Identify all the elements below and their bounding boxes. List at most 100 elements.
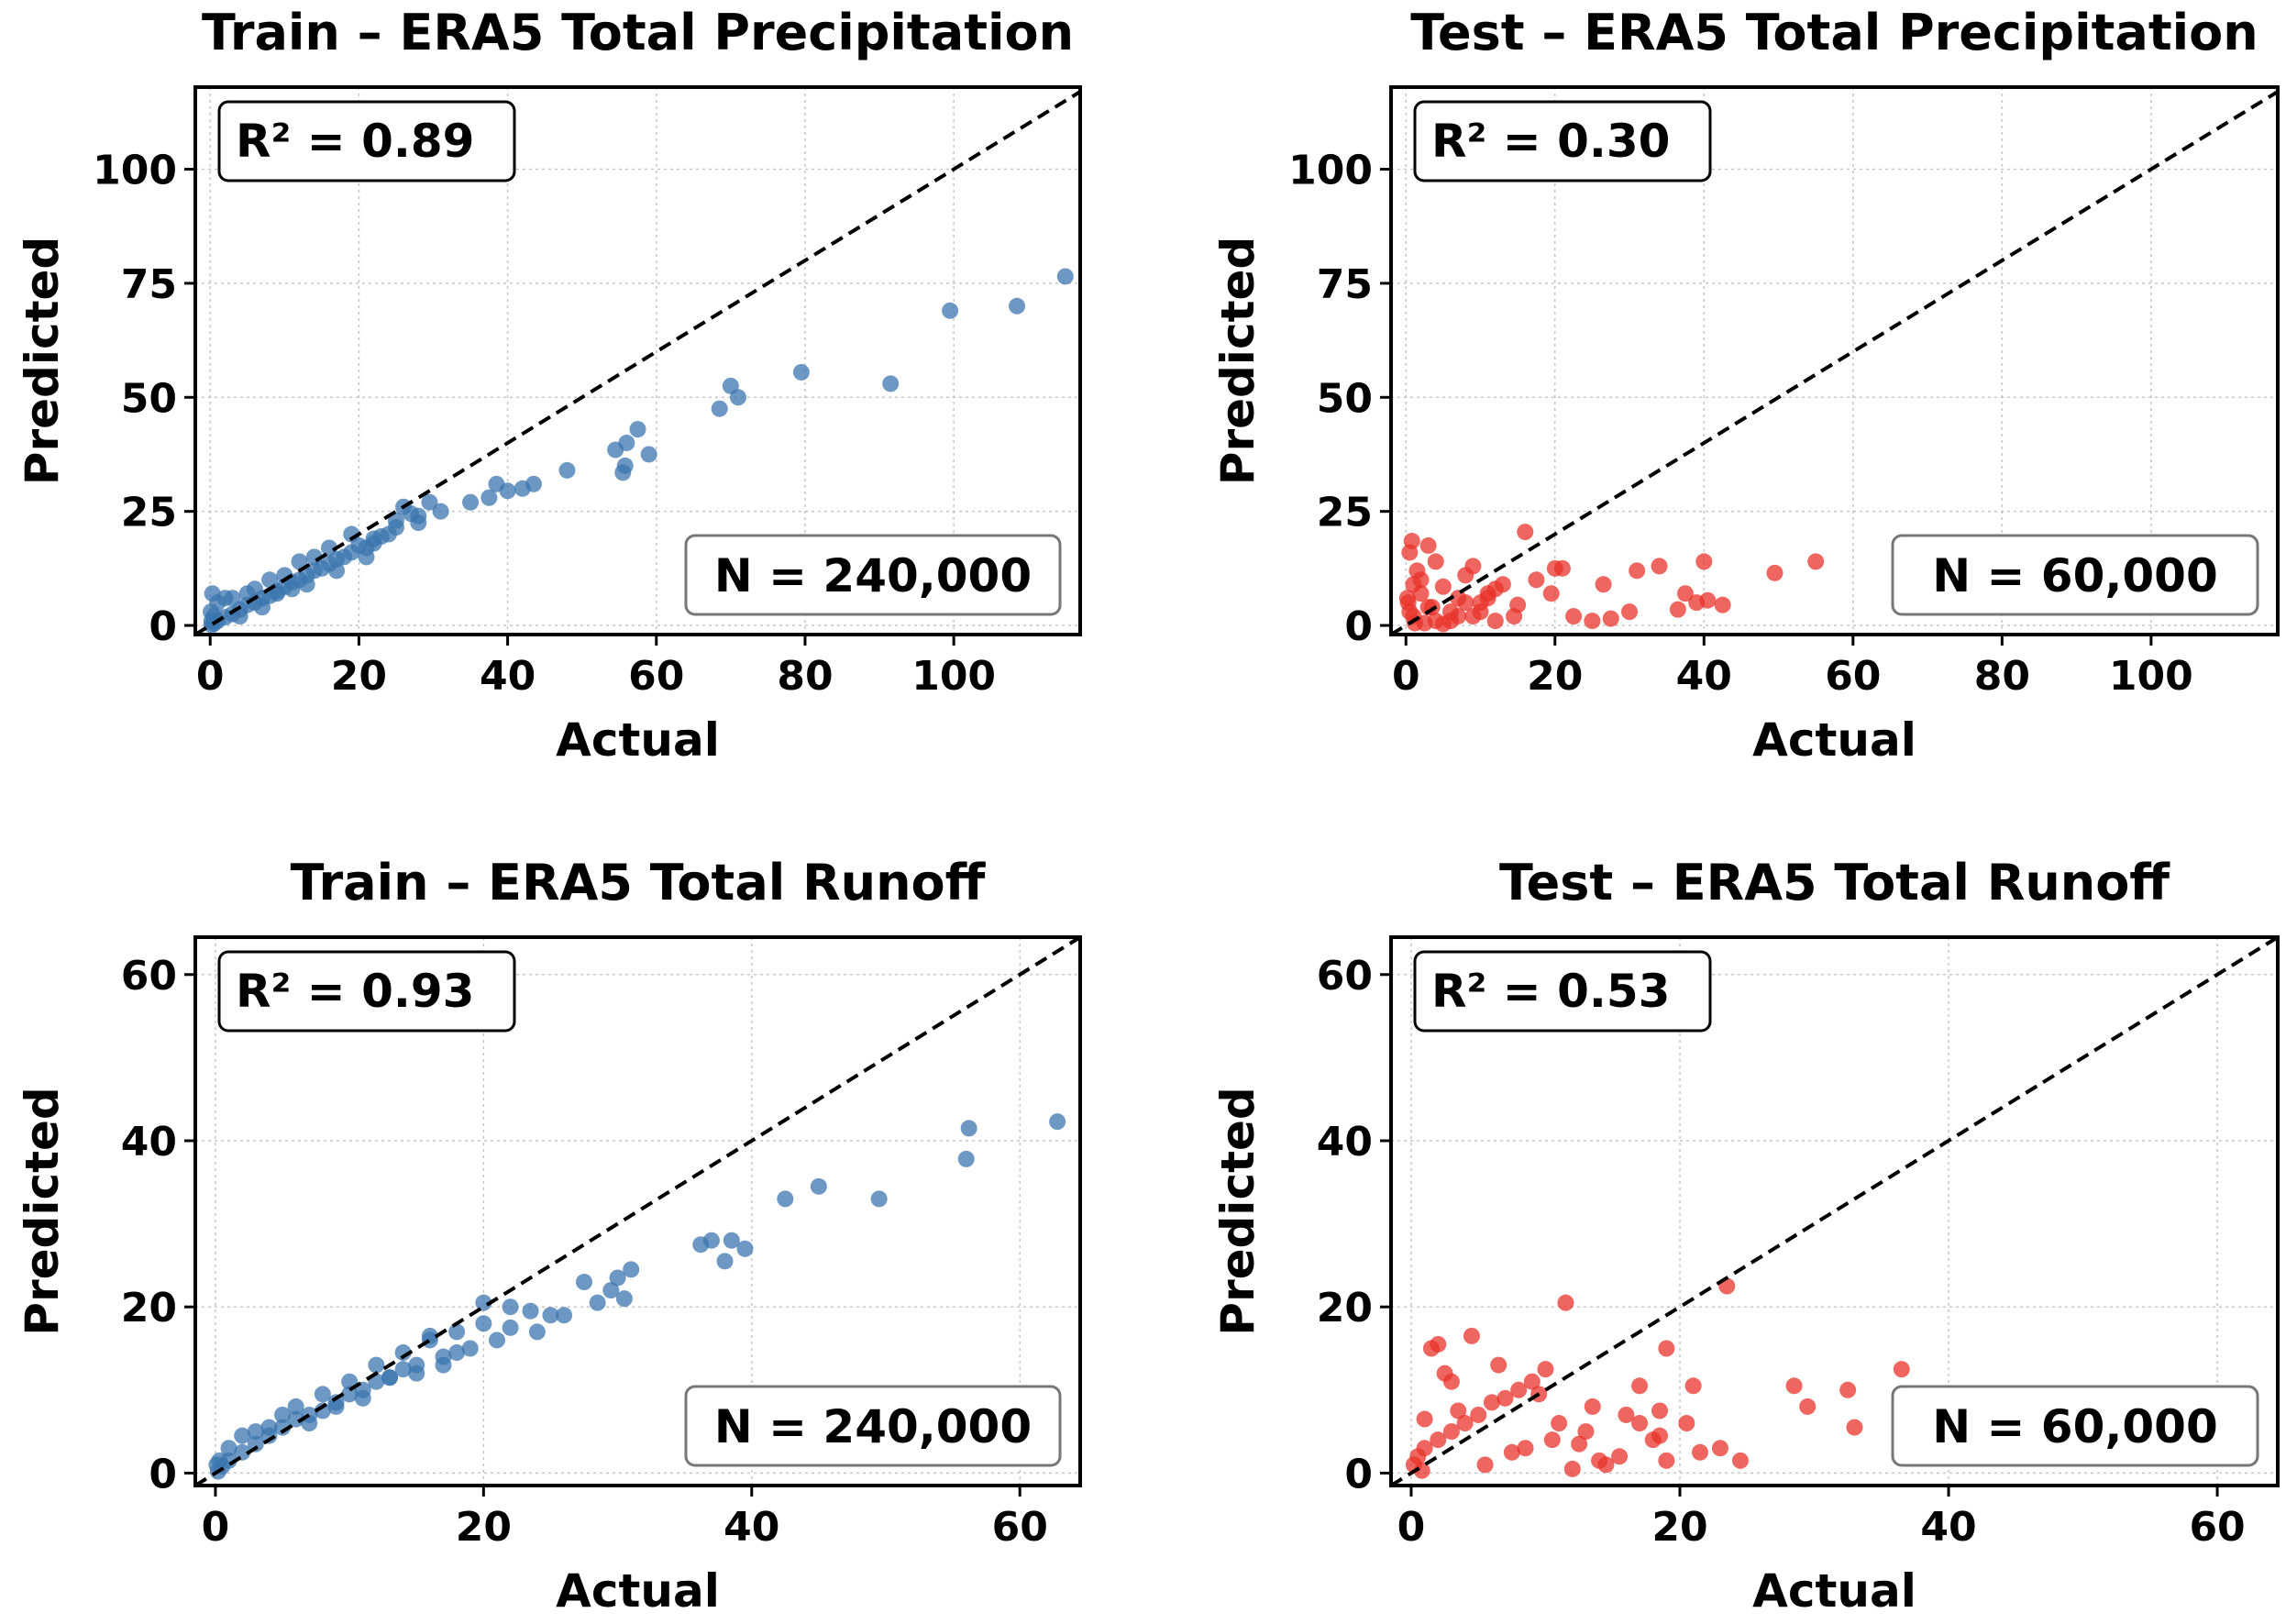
y-tick-label: 20 — [121, 1285, 177, 1331]
data-point — [269, 585, 286, 602]
data-point — [432, 503, 449, 520]
data-point — [231, 608, 248, 625]
data-point — [1688, 594, 1706, 612]
data-point — [220, 1440, 237, 1457]
identity-line — [1391, 937, 2278, 1486]
data-point — [1893, 1361, 1910, 1378]
data-point — [475, 1294, 492, 1311]
data-point — [1457, 567, 1474, 584]
points — [208, 1113, 1066, 1480]
data-point — [1430, 1431, 1447, 1449]
data-point — [1523, 1373, 1541, 1390]
data-point — [1543, 1431, 1561, 1449]
data-point — [1496, 1389, 1514, 1407]
data-point — [1563, 1460, 1581, 1477]
data-point — [247, 1423, 264, 1441]
data-point — [1658, 1340, 1675, 1357]
data-point — [558, 461, 576, 479]
y-tick-label: 50 — [121, 375, 177, 422]
data-point — [1450, 1402, 1467, 1420]
data-point — [1799, 1398, 1817, 1415]
data-point — [461, 1340, 479, 1357]
data-point — [640, 446, 657, 463]
x-axis-label: Actual — [556, 713, 720, 767]
n-label: N = 60,000 — [1932, 549, 2218, 602]
data-point — [960, 1120, 977, 1137]
y-axis-label: Predicted — [1211, 1087, 1264, 1335]
x-tick-label: 20 — [1651, 1504, 1707, 1551]
r2-box — [1413, 950, 1712, 1033]
y-tick-label: 25 — [1317, 490, 1373, 536]
data-point — [287, 1410, 304, 1428]
data-point — [1510, 1381, 1528, 1398]
data-point — [1464, 608, 1482, 625]
data-point — [1731, 1452, 1749, 1469]
points — [1398, 524, 1825, 633]
data-point — [1416, 1410, 1433, 1428]
data-point — [448, 1323, 466, 1341]
data-point — [870, 1190, 888, 1208]
data-point — [261, 571, 279, 589]
r2-label: R² = 0.53 — [1431, 965, 1670, 1018]
identity-line — [1391, 90, 2278, 635]
axes-frame — [193, 85, 1082, 636]
data-point — [1571, 1435, 1588, 1453]
y-tick-label: 60 — [121, 953, 177, 1000]
data-point — [810, 1177, 827, 1195]
n-label: N = 240,000 — [714, 1400, 1032, 1453]
data-point — [341, 1386, 359, 1403]
data-point — [1479, 590, 1496, 607]
data-point — [358, 548, 375, 566]
data-point — [448, 1344, 466, 1362]
data-point — [614, 464, 632, 481]
data-point — [522, 1302, 539, 1320]
data-point — [1056, 268, 1074, 285]
data-point — [723, 1232, 740, 1249]
r2-label: R² = 0.93 — [236, 965, 474, 1018]
data-point — [480, 489, 498, 506]
data-point — [435, 1356, 452, 1374]
data-point — [204, 585, 221, 602]
y-tick-label: 100 — [1288, 148, 1373, 194]
data-point — [1419, 536, 1437, 554]
data-point — [394, 1361, 412, 1378]
data-point — [1442, 1423, 1460, 1441]
chart-title: Train – ERA5 Total Runoff — [291, 854, 987, 911]
data-point — [246, 580, 263, 598]
x-tick-label: 80 — [1974, 653, 2030, 700]
data-point — [1412, 585, 1430, 602]
x-tick-label: 20 — [331, 653, 387, 700]
data-point — [314, 1386, 331, 1403]
data-point — [1785, 1377, 1803, 1395]
data-point — [1629, 562, 1646, 580]
data-point — [1695, 553, 1713, 570]
data-point — [1434, 615, 1452, 633]
data-point — [792, 363, 810, 381]
data-point — [1546, 559, 1563, 577]
x-tick-label: 0 — [196, 653, 225, 700]
subplot-1: 0 20 40 60 80 100 0 25 50 75 100 Train – ERA5 Total… — [16, 4, 1082, 767]
r2-annotation: R² = 0.53 — [1413, 950, 1712, 1033]
data-point — [1413, 1462, 1430, 1479]
data-point — [283, 580, 301, 598]
data-point — [298, 576, 315, 593]
data-point — [1399, 594, 1417, 612]
n-label: N = 240,000 — [714, 549, 1032, 602]
data-point — [365, 530, 382, 547]
data-point — [387, 512, 404, 529]
x-tick-label: 0 — [1397, 1504, 1426, 1551]
data-point — [488, 1331, 505, 1349]
y-tick-label: 100 — [93, 148, 177, 194]
data-point — [394, 1344, 412, 1362]
subplot-2: 0 20 40 60 80 100 0 25 50 75 100 Test – ERA5 Total … — [1211, 4, 2280, 767]
r2-box — [217, 950, 516, 1033]
identity-line — [195, 90, 1080, 635]
data-point — [291, 553, 308, 570]
axes-frame — [1389, 935, 2280, 1487]
data-point — [957, 1150, 975, 1167]
data-point — [462, 493, 480, 511]
data-point — [234, 1443, 251, 1461]
n-annotation: N = 240,000 — [684, 534, 1062, 616]
x-tick-label: 40 — [1920, 1504, 1976, 1551]
